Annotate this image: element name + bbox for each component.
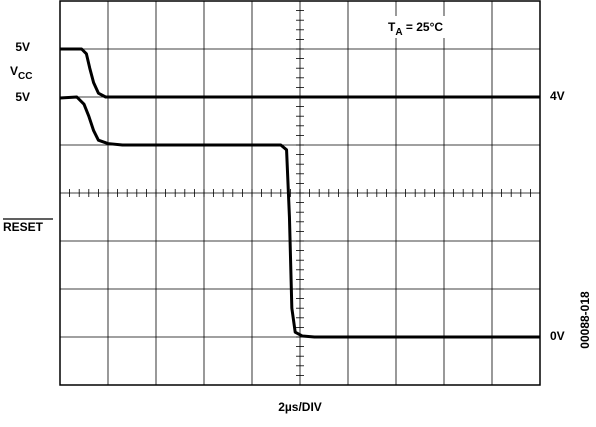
reset-top-label: 5V: [15, 90, 30, 104]
figure-id: 00088-018: [578, 291, 592, 349]
trace: [60, 47, 540, 99]
vcc-main: V: [10, 64, 18, 78]
trace: [59, 95, 540, 339]
vcc-label: VCC: [10, 64, 32, 81]
temp-sub: A: [395, 27, 402, 38]
temp-rest: = 25°C: [403, 20, 444, 34]
vcc-top-label: 5V: [15, 40, 30, 54]
vcc-level-label: 4V: [550, 89, 565, 103]
reset-label: RESET: [3, 220, 44, 234]
vcc-sub: CC: [18, 71, 32, 82]
temp-bg: [385, 16, 485, 38]
temp-main: T: [388, 20, 396, 34]
reset-level-label: 0V: [550, 329, 565, 343]
x-axis-label: 2µs/DIV: [278, 400, 322, 414]
temperature-label: TA = 25°C: [388, 20, 443, 37]
plot-frame: [59, 0, 541, 386]
